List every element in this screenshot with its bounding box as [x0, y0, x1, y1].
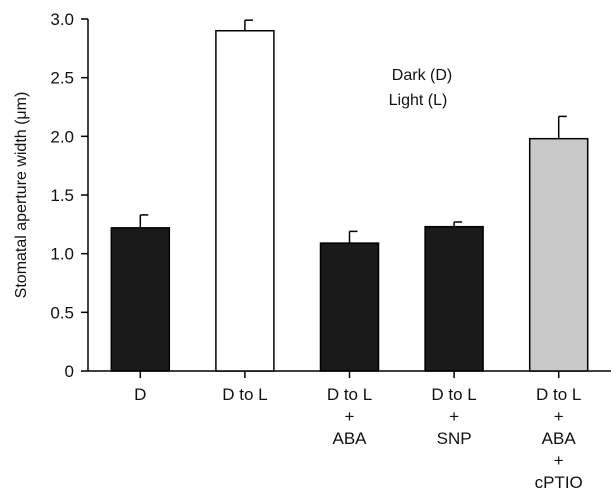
- x-tick-label: SNP: [437, 429, 472, 448]
- y-tick-label: 2.5: [50, 69, 74, 88]
- y-axis-label: Stomatal aperture width (μm): [13, 92, 30, 299]
- x-tick-label: D to L: [431, 385, 476, 404]
- y-tick-label: 3.0: [50, 10, 74, 29]
- y-axis-label-group: Stomatal aperture width (μm): [13, 92, 30, 299]
- x-tick-label: D to L: [327, 385, 372, 404]
- annotation-dark: Dark (D): [392, 67, 452, 84]
- y-tick-label: 2.0: [50, 127, 74, 146]
- x-tick-label: D: [134, 385, 146, 404]
- x-tick-label: +: [345, 407, 355, 426]
- x-tick-label: D to L: [222, 385, 267, 404]
- x-tick-label: ABA: [542, 429, 577, 448]
- bar-1: [110, 227, 171, 372]
- y-tick-label: 1.0: [50, 245, 74, 264]
- plot-area: 0 0.5 1.0 1.5 2.0 2.5 3.0 D D to L D to L + ABA D to…: [50, 10, 611, 492]
- x-tick-label: D to L: [536, 385, 581, 404]
- y-tick-label: 0.5: [50, 303, 74, 322]
- x-tick-label: +: [449, 407, 459, 426]
- x-tick-label: +: [554, 451, 564, 470]
- x-tick-label: +: [554, 407, 564, 426]
- y-tick-label: 1.5: [50, 186, 74, 205]
- x-tick-label: cPTIO: [535, 473, 583, 492]
- annotation-group: Dark (D) Light (L): [389, 67, 453, 109]
- x-tick-label: ABA: [332, 429, 367, 448]
- bar-5: [528, 137, 589, 372]
- annotation-light: Light (L): [389, 92, 448, 109]
- bar-3: [319, 242, 380, 372]
- bar-2: [215, 29, 275, 372]
- bar-4: [424, 225, 484, 372]
- y-tick-label: 0: [65, 362, 74, 381]
